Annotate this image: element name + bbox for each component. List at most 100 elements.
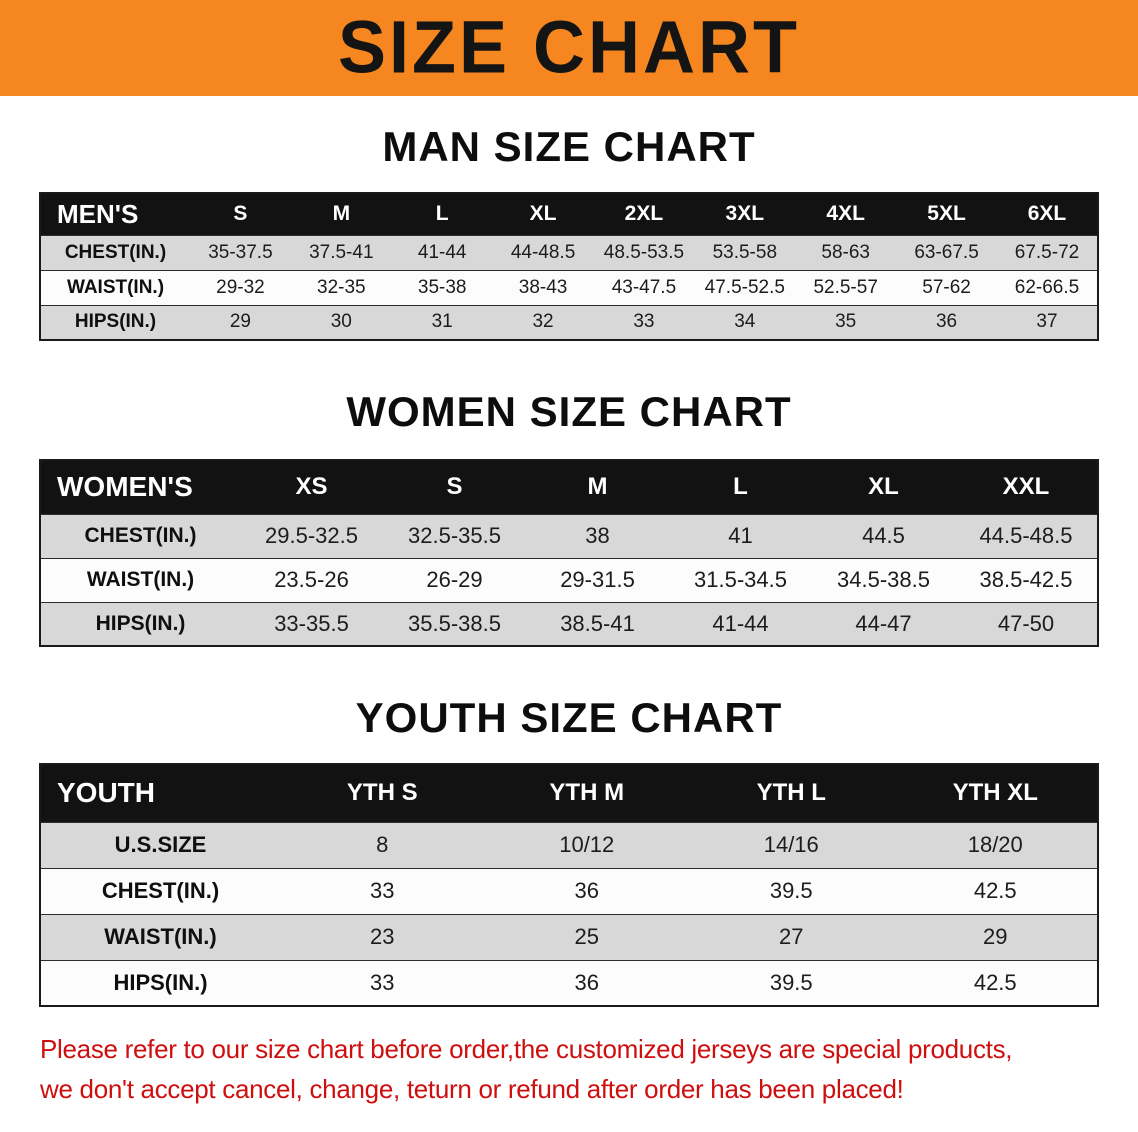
value-cell: 62-66.5: [997, 269, 1098, 305]
table-row: HIPS(IN.) 33-35.5 35.5-38.5 38.5-41 41-44 44-…: [40, 601, 1098, 646]
size-header-cell: M: [526, 460, 669, 514]
value-cell: 58-63: [795, 234, 897, 270]
size-header-cell: XL: [492, 193, 594, 235]
women-section-heading: WOMEN SIZE CHART: [346, 388, 792, 435]
table-header-row: MEN'S S M L XL 2XL 3XL 4XL 5XL 6XL: [40, 193, 1098, 235]
size-header-cell: M: [290, 193, 392, 235]
value-cell: 35-37.5: [190, 234, 291, 270]
value-cell: 52.5-57: [795, 269, 897, 305]
value-cell: 25: [484, 913, 689, 960]
size-header-cell: YTH L: [689, 764, 894, 822]
size-header-cell: 3XL: [694, 193, 796, 235]
table-row: U.S.SIZE 8 10/12 14/16 18/20: [40, 821, 1098, 868]
value-cell: 47.5-52.5: [694, 269, 796, 305]
measure-label-cell: HIPS(IN.): [40, 959, 280, 1006]
men-section-heading: MAN SIZE CHART: [382, 123, 756, 170]
value-cell: 29.5-32.5: [240, 513, 383, 558]
value-cell: 43-47.5: [593, 269, 695, 305]
measure-label-cell: WAIST(IN.): [40, 557, 240, 602]
value-cell: 23: [280, 913, 485, 960]
size-header-cell: L: [669, 460, 812, 514]
value-cell: 37.5-41: [290, 234, 392, 270]
value-cell: 29-31.5: [526, 557, 669, 602]
size-header-cell: YTH S: [280, 764, 485, 822]
value-cell: 29: [893, 913, 1098, 960]
value-cell: 8: [280, 821, 485, 868]
value-cell: 18/20: [893, 821, 1098, 868]
value-cell: 37: [997, 304, 1098, 340]
value-cell: 42.5: [893, 959, 1098, 1006]
value-cell: 35.5-38.5: [383, 601, 526, 646]
measure-label-cell: HIPS(IN.): [40, 601, 240, 646]
value-cell: 38-43: [492, 269, 594, 305]
value-cell: 14/16: [689, 821, 894, 868]
value-cell: 63-67.5: [896, 234, 997, 270]
measure-label-cell: CHEST(IN.): [40, 513, 240, 558]
table-title-cell: YOUTH: [40, 764, 280, 822]
value-cell: 29-32: [190, 269, 291, 305]
table-title-cell: WOMEN'S: [40, 460, 240, 514]
table-row: WAIST(IN.) 23.5-26 26-29 29-31.5 31.5-34.5 34…: [40, 557, 1098, 602]
value-cell: 39.5: [689, 959, 894, 1006]
value-cell: 31: [391, 304, 493, 340]
section-youth: YOUTH SIZE CHART YOUTH YTH S YTH M YTH L YTH…: [0, 695, 1138, 1007]
value-cell: 44.5-48.5: [955, 513, 1098, 558]
youth-size-table: YOUTH YTH S YTH M YTH L YTH XL U.S.SIZE 8 10/12…: [39, 763, 1099, 1007]
value-cell: 41-44: [669, 601, 812, 646]
size-header-cell: YTH M: [484, 764, 689, 822]
disclaimer-note: Please refer to our size chart before or…: [0, 1029, 1138, 1109]
value-cell: 31.5-34.5: [669, 557, 812, 602]
size-header-cell: 6XL: [997, 193, 1098, 235]
value-cell: 41-44: [391, 234, 493, 270]
women-size-table: WOMEN'S XS S M L XL XXL CHEST(IN.) 29.5-32.5 32.5…: [39, 459, 1099, 647]
value-cell: 33-35.5: [240, 601, 383, 646]
value-cell: 44.5: [812, 513, 955, 558]
table-header-row: WOMEN'S XS S M L XL XXL: [40, 460, 1098, 514]
size-header-cell: XXL: [955, 460, 1098, 514]
value-cell: 32: [492, 304, 594, 340]
size-header-cell: S: [383, 460, 526, 514]
table-row: CHEST(IN.) 35-37.5 37.5-41 41-44 44-48.5 48.5…: [40, 234, 1098, 270]
table-row: WAIST(IN.) 23 25 27 29: [40, 913, 1098, 960]
value-cell: 39.5: [689, 867, 894, 914]
value-cell: 35: [795, 304, 897, 340]
value-cell: 67.5-72: [997, 234, 1098, 270]
value-cell: 36: [896, 304, 997, 340]
section-women: WOMEN SIZE CHART WOMEN'S XS S M L XL XXL CHEST(…: [0, 389, 1138, 647]
measure-label-cell: U.S.SIZE: [40, 821, 280, 868]
table-row: HIPS(IN.) 29 30 31 32 33 34 35 36 37: [40, 304, 1098, 340]
value-cell: 32.5-35.5: [383, 513, 526, 558]
value-cell: 36: [484, 959, 689, 1006]
value-cell: 53.5-58: [694, 234, 796, 270]
value-cell: 34.5-38.5: [812, 557, 955, 602]
page-title: SIZE CHART: [338, 6, 800, 90]
value-cell: 27: [689, 913, 894, 960]
table-row: CHEST(IN.) 29.5-32.5 32.5-35.5 38 41 44.5 44.5…: [40, 513, 1098, 558]
value-cell: 26-29: [383, 557, 526, 602]
size-header-cell: YTH XL: [893, 764, 1098, 822]
size-header-cell: XS: [240, 460, 383, 514]
value-cell: 33: [280, 867, 485, 914]
value-cell: 44-48.5: [492, 234, 594, 270]
value-cell: 29: [190, 304, 291, 340]
measure-label-cell: CHEST(IN.): [40, 867, 280, 914]
size-header-cell: 4XL: [795, 193, 897, 235]
measure-label-cell: WAIST(IN.): [40, 269, 190, 305]
size-header-cell: L: [391, 193, 493, 235]
banner: SIZE CHART: [0, 0, 1138, 96]
value-cell: 38: [526, 513, 669, 558]
value-cell: 47-50: [955, 601, 1098, 646]
table-row: WAIST(IN.) 29-32 32-35 35-38 38-43 43-47.5 47.…: [40, 269, 1098, 305]
men-size-table: MEN'S S M L XL 2XL 3XL 4XL 5XL 6XL CHEST(IN.) 35-37…: [39, 192, 1099, 341]
value-cell: 30: [290, 304, 392, 340]
value-cell: 32-35: [290, 269, 392, 305]
disclaimer-line-2: we don't accept cancel, change, teturn o…: [40, 1074, 904, 1104]
size-header-cell: 5XL: [896, 193, 997, 235]
measure-label-cell: CHEST(IN.): [40, 234, 190, 270]
table-row: HIPS(IN.) 33 36 39.5 42.5: [40, 959, 1098, 1006]
value-cell: 33: [280, 959, 485, 1006]
value-cell: 33: [593, 304, 695, 340]
value-cell: 44-47: [812, 601, 955, 646]
value-cell: 38.5-42.5: [955, 557, 1098, 602]
